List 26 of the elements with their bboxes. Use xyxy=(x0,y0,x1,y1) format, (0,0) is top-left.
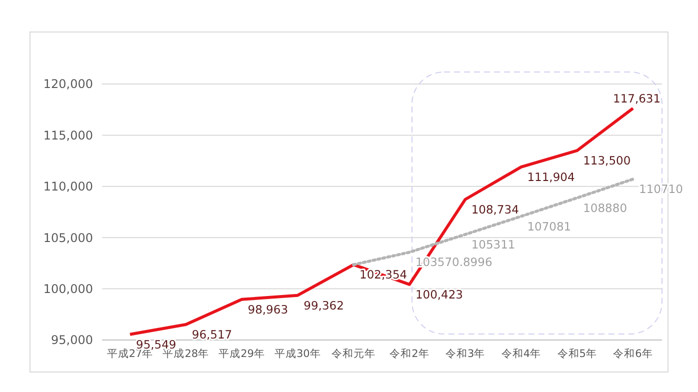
x-tick-label: 令和3年 xyxy=(445,347,486,360)
y-tick-label: 95,000 xyxy=(51,333,93,348)
y-tick-label: 120,000 xyxy=(43,77,93,92)
data-label: 98,963 xyxy=(248,302,288,316)
x-tick-label: 令和4年 xyxy=(501,347,542,360)
x-tick-label: 平成29年 xyxy=(218,347,265,360)
data-label: 113,500 xyxy=(583,154,631,168)
y-tick-label: 105,000 xyxy=(43,230,93,245)
data-label: 117,631 xyxy=(613,91,661,106)
data-label: 107081 xyxy=(527,219,572,234)
y-tick-label: 110,000 xyxy=(43,180,93,194)
data-label: 108,734 xyxy=(471,202,519,216)
x-tick-label: 令和元年 xyxy=(332,347,376,360)
data-label: 96,517 xyxy=(192,327,232,342)
x-tick-label: 令和5年 xyxy=(557,347,597,360)
x-tick-label: 平成30年 xyxy=(274,347,321,360)
data-label: 105311 xyxy=(471,237,516,252)
data-label: 108880 xyxy=(583,200,628,215)
x-tick-label: 令和2年 xyxy=(390,347,430,360)
y-tick-label: 100,000 xyxy=(43,282,93,296)
data-label: 110710 xyxy=(639,182,683,196)
data-label: 100,423 xyxy=(415,287,464,302)
data-label: 99,362 xyxy=(304,298,344,312)
x-tick-label: 令和6年 xyxy=(613,347,653,360)
y-tick-label: 115,000 xyxy=(43,128,93,142)
data-label: 111,904 xyxy=(527,170,575,184)
